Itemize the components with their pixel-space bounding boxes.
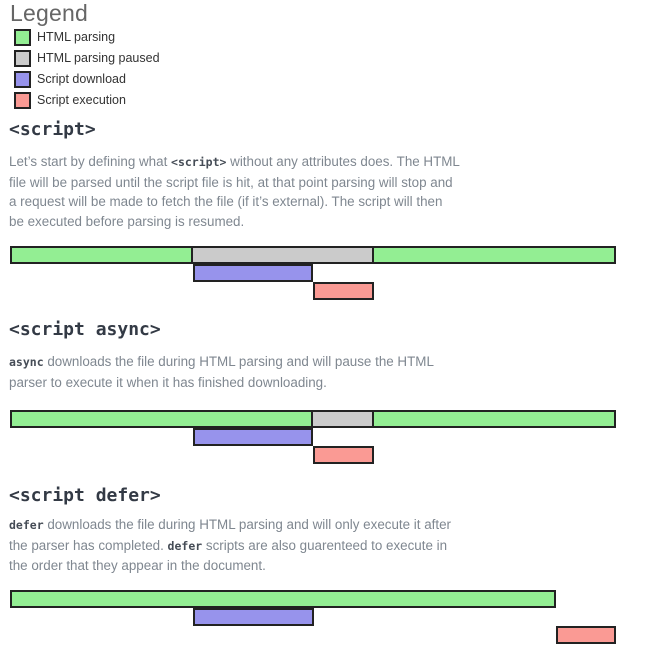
section-heading-script-defer: <script defer> (9, 485, 161, 506)
inline-code: defer (167, 538, 203, 553)
legend-title: Legend (10, 0, 88, 26)
legend-label-parsing: HTML parsing (37, 30, 116, 44)
bar-parsing (10, 590, 556, 608)
legend-item-paused: HTML parsing paused (14, 50, 160, 67)
bar-parsing (372, 410, 616, 428)
bar-paused (191, 246, 374, 264)
paragraph-text: scripts are also guarenteed to execute i… (9, 537, 448, 574)
legend-label-paused: HTML parsing paused (37, 51, 160, 65)
bar-execution (313, 446, 374, 464)
legend-item-download: Script download (14, 71, 160, 88)
legend-swatch-paused (14, 50, 31, 67)
bar-parsing (10, 246, 193, 264)
legend-item-parsing: HTML parsing (14, 29, 160, 46)
legend-list: HTML parsing HTML parsing paused Script do… (14, 29, 160, 109)
legend-label-download: Script download (37, 72, 126, 86)
legend-swatch-execution (14, 92, 31, 109)
section-paragraph-script-defer: defer downloads the file during HTML par… (9, 515, 461, 576)
legend-swatch-download (14, 71, 31, 88)
timeline-diagram-script-defer (0, 590, 650, 646)
section-heading-script: <script> (9, 119, 96, 140)
paragraph-text: downloads the file during HTML parsing a… (9, 354, 434, 390)
bar-download (193, 608, 314, 626)
paragraph-text: downloads the file during HTML parsing a… (9, 517, 452, 553)
timeline-diagram-script-async (0, 410, 650, 466)
legend-label-execution: Script execution (37, 93, 126, 107)
legend-swatch-parsing (14, 29, 31, 46)
section-paragraph-script: Let’s start by defining what <script> wi… (9, 152, 461, 231)
inline-code: defer (9, 518, 44, 532)
inline-code: async (9, 355, 44, 369)
bar-execution (313, 282, 374, 300)
inline-code: <script> (171, 155, 227, 169)
bar-execution (556, 626, 616, 644)
paragraph-text: without any attributes does. The HTML fi… (9, 154, 460, 229)
bar-parsing (10, 410, 313, 428)
bar-download (193, 428, 313, 446)
bar-paused (311, 410, 374, 428)
timeline-diagram-script (0, 246, 650, 302)
bar-parsing (372, 246, 616, 264)
paragraph-text: Let’s start by defining what (9, 154, 172, 169)
bar-download (193, 264, 313, 282)
legend-item-execution: Script execution (14, 92, 160, 109)
section-paragraph-script-async: async downloads the file during HTML par… (9, 352, 461, 392)
section-heading-script-async: <script async> (9, 319, 161, 340)
